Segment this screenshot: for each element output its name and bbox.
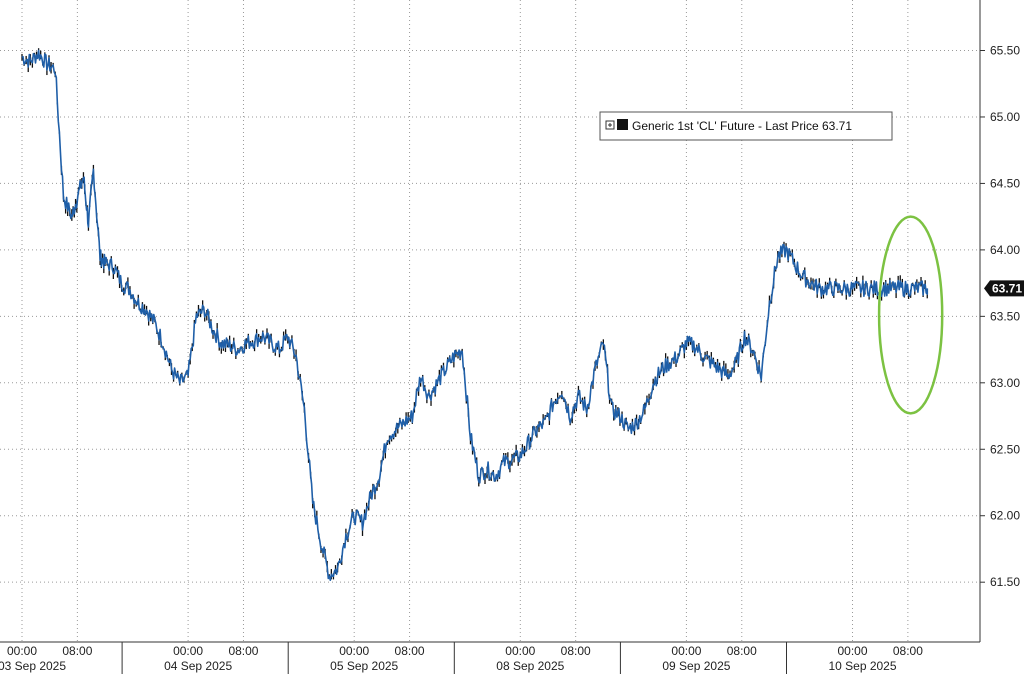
last-value-label: 63.71	[984, 280, 1024, 297]
y-tick-label: 62.50	[990, 442, 1020, 456]
x-time-tick-label: 00:00	[671, 644, 701, 658]
legend: Generic 1st 'CL' Future - Last Price 63.…	[599, 111, 893, 141]
last-value-label-text: 63.71	[992, 281, 1022, 295]
highlight-ellipse	[877, 215, 944, 415]
last-value-label-bg	[984, 280, 1024, 297]
legend-entry: Generic 1st 'CL' Future - Last Price 63.…	[632, 119, 852, 133]
grid	[0, 0, 980, 642]
x-time-tick-label: 00:00	[837, 644, 867, 658]
x-time-tick-label: 08:00	[395, 644, 425, 658]
highlight-layer	[877, 215, 944, 415]
y-tick-label: 61.50	[990, 575, 1020, 589]
x-axis: 00:00 08:00 00:00 08:00 00:00 08:00 00:00 08:00…	[0, 641, 980, 674]
x-time-tick-label: 00:00	[7, 644, 37, 658]
x-time-tick-label: 08:00	[62, 644, 92, 658]
x-time-tick-label: 00:00	[173, 644, 203, 658]
x-time-tick-label: 08:00	[561, 644, 591, 658]
series-line	[21, 49, 929, 581]
x-date-label: 09 Sep 2025	[662, 659, 730, 673]
x-time-tick-label: 00:00	[505, 644, 535, 658]
legend-box	[599, 111, 893, 141]
y-tick-label: 64.00	[990, 243, 1020, 257]
y-tick-label: 65.50	[990, 44, 1020, 58]
y-tick-label: 63.50	[990, 309, 1020, 323]
y-axis: 61.50 62.00 62.50 63.00 63.50 64.00 64.50 65.00…	[979, 0, 1020, 642]
x-time-tick-label: 08:00	[228, 644, 258, 658]
y-tick-label: 64.50	[990, 176, 1020, 190]
y-tick-label: 65.00	[990, 110, 1020, 124]
x-date-label: 03 Sep 2025	[0, 659, 66, 673]
y-tick-label: 63.00	[990, 376, 1020, 390]
series-layer	[21, 48, 929, 581]
x-time-tick-label: 08:00	[893, 644, 923, 658]
x-date-label: 08 Sep 2025	[496, 659, 564, 673]
x-time-tick-label: 00:00	[339, 644, 369, 658]
legend-swatch	[617, 119, 628, 130]
x-date-label: 04 Sep 2025	[164, 659, 232, 673]
y-tick-label: 62.00	[990, 509, 1020, 523]
x-time-tick-label: 08:00	[727, 644, 757, 658]
x-date-label: 10 Sep 2025	[828, 659, 896, 673]
x-date-label: 05 Sep 2025	[330, 659, 398, 673]
